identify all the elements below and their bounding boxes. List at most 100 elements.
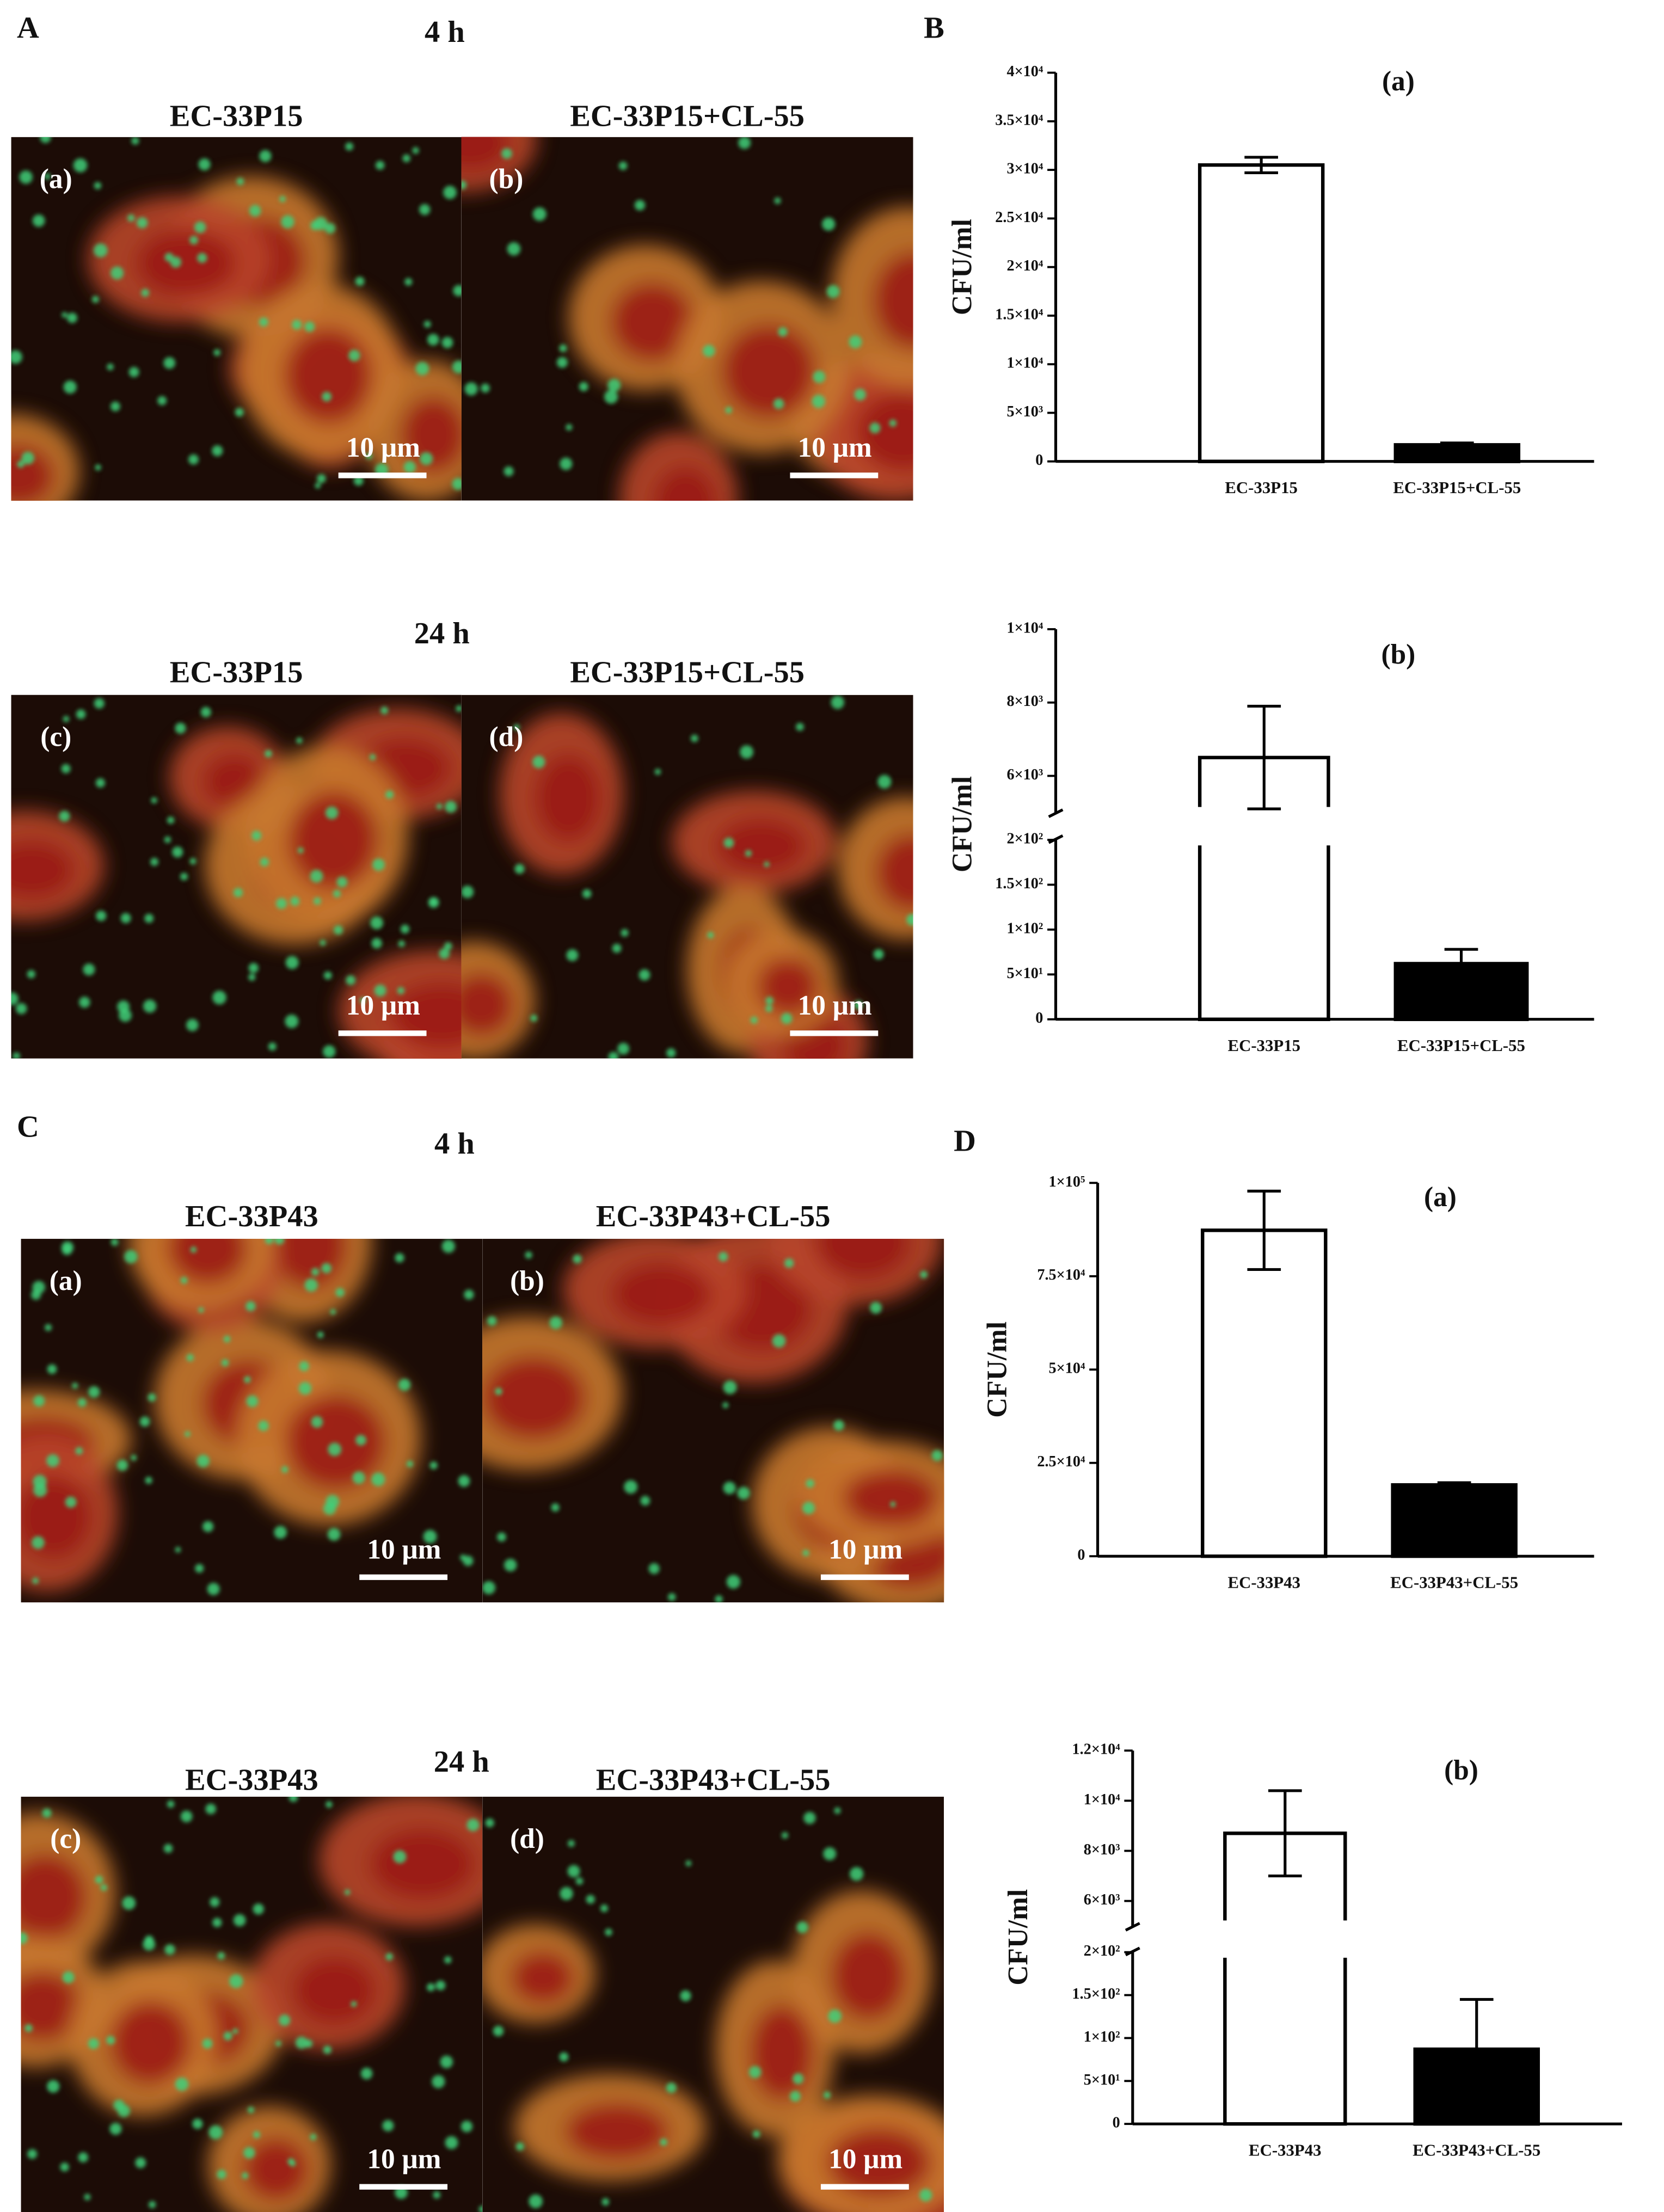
bacterium — [145, 1477, 152, 1484]
cell-nucleus — [284, 327, 372, 423]
bacterium — [485, 1818, 494, 1828]
bacterium — [197, 253, 207, 263]
bacterium — [265, 749, 272, 758]
bacterium — [556, 357, 568, 368]
y-tick-label: 2×10² — [1006, 831, 1043, 847]
cell-nucleus — [610, 281, 695, 362]
bacterium — [100, 1884, 107, 1891]
bacterium — [322, 391, 332, 402]
bacterium — [299, 1361, 309, 1372]
bacterium — [78, 2152, 88, 2162]
chart-title: (a) — [1382, 66, 1415, 97]
cell-nucleus — [721, 324, 816, 419]
bacterium — [781, 1832, 789, 1839]
bacterium — [323, 971, 332, 980]
bacterium — [194, 221, 206, 234]
bacterium — [445, 2136, 458, 2149]
chart-title: (b) — [1381, 639, 1416, 670]
bacterium — [559, 344, 567, 352]
bacterium — [315, 482, 321, 489]
bacterium — [122, 1896, 136, 1910]
bacterium — [189, 236, 199, 245]
image-tag: (c) — [40, 722, 71, 753]
bacterium — [529, 2194, 543, 2209]
bacterium — [172, 846, 183, 858]
bacterium — [621, 929, 629, 937]
bacterium — [253, 1903, 264, 1915]
bacterium — [487, 1316, 497, 1326]
bacterium — [164, 1944, 175, 1955]
bacterium — [530, 1015, 538, 1022]
bacterium — [95, 1876, 103, 1884]
bacterium — [796, 723, 804, 731]
bacterium — [432, 2075, 445, 2088]
bacterium — [94, 243, 108, 257]
bacterium — [314, 897, 321, 905]
panel-letter: B — [924, 11, 944, 45]
bacterium — [403, 461, 416, 474]
bacterium — [84, 2193, 91, 2201]
y-tick-label: 4×10⁴ — [1006, 63, 1043, 80]
bacterium — [765, 997, 773, 1005]
bacterium — [781, 1012, 793, 1024]
bacterium — [873, 949, 884, 960]
bacterium — [352, 1471, 365, 1484]
bacterium — [116, 1459, 128, 1471]
y-tick-label: 0 — [1113, 2115, 1120, 2131]
scale-bar-label: 10 μm — [367, 1534, 441, 1565]
bacterium — [764, 861, 770, 868]
bacterium — [461, 180, 467, 189]
bacterium — [236, 177, 244, 186]
bacterium — [42, 1808, 52, 1818]
bacterium — [445, 801, 457, 813]
bacterium — [198, 158, 211, 171]
bacterium — [202, 2038, 213, 2049]
image-title: EC-33P15 — [170, 99, 303, 133]
bacterium — [690, 734, 698, 742]
bacterium — [310, 869, 323, 883]
bacterium — [19, 170, 33, 184]
bacterium — [243, 1376, 251, 1383]
bacterium — [617, 1042, 630, 1055]
bacterium — [428, 897, 439, 908]
cell-nucleus — [109, 2000, 191, 2086]
error-bar — [1247, 1189, 1281, 1271]
bacterium — [400, 924, 410, 934]
bacterium — [497, 1532, 506, 1542]
bacterium — [110, 1239, 119, 1246]
bacterium — [310, 220, 320, 230]
cell-nucleus — [827, 2127, 932, 2197]
bacterium — [106, 2036, 115, 2045]
bacterium — [320, 939, 326, 946]
bacterium — [324, 223, 336, 234]
y-tick-label: 0 — [1035, 452, 1043, 469]
bacterium — [76, 709, 86, 720]
bacterium — [208, 2125, 223, 2140]
cell-nucleus — [21, 1853, 88, 1941]
bacterium — [44, 173, 51, 180]
cell-nucleus — [843, 1468, 940, 1527]
bacterium — [435, 1980, 446, 1990]
bacterium — [131, 1454, 137, 1461]
bacterium — [175, 1546, 181, 1553]
bacterium — [869, 422, 881, 434]
bacterium — [141, 288, 150, 297]
cell-nucleus — [292, 1956, 377, 2026]
bacterium — [246, 1395, 259, 1408]
bacterium — [723, 1380, 737, 1394]
bacterium — [323, 1502, 336, 1515]
bacterium — [849, 1867, 864, 1881]
image-tag: (d) — [510, 1823, 544, 1854]
bacterium — [258, 1420, 269, 1431]
bacterium — [79, 997, 90, 1008]
bacterium — [190, 1246, 197, 1253]
bacterium — [397, 987, 405, 994]
bacterium — [248, 963, 259, 973]
bacterium — [566, 949, 579, 961]
bacterium — [345, 142, 354, 151]
bacterium — [336, 876, 348, 888]
bacterium — [290, 2160, 296, 2167]
micrograph — [21, 1797, 483, 2212]
bacterium — [279, 195, 286, 202]
bacterium — [198, 1307, 204, 1313]
